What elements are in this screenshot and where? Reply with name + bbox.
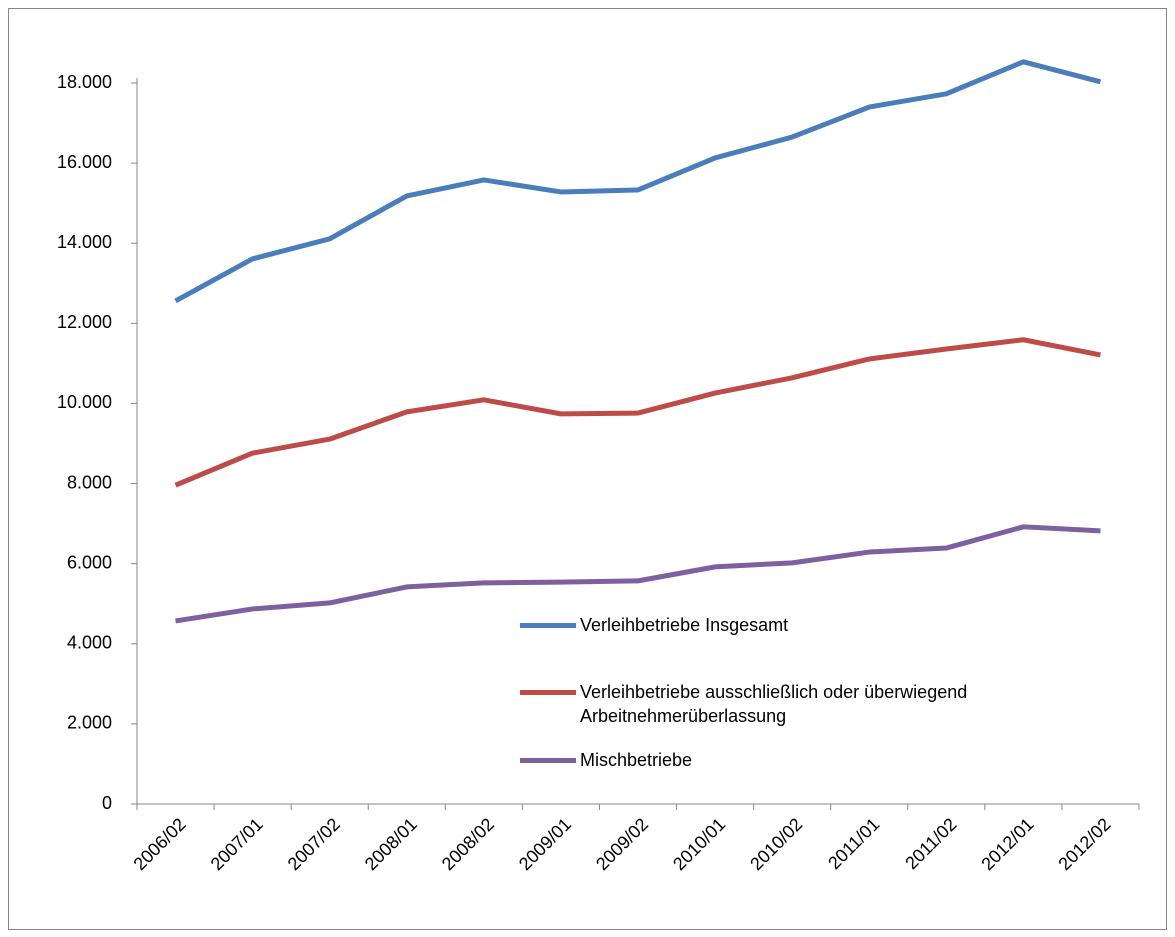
legend-item: Verleihbetriebe ausschließlich oder über… bbox=[520, 680, 1120, 728]
y-tick-label: 16.000 bbox=[57, 152, 112, 172]
y-tick-label: 8.000 bbox=[67, 472, 112, 492]
x-tick-label: 2009/02 bbox=[592, 814, 652, 874]
y-tick-label: 14.000 bbox=[57, 232, 112, 252]
y-tick-label: 2.000 bbox=[67, 713, 112, 733]
legend-label: Mischbetriebe bbox=[580, 750, 693, 770]
legend-swatch bbox=[520, 623, 576, 628]
line-series bbox=[174, 337, 1101, 488]
y-tick-label: 10.000 bbox=[57, 392, 112, 412]
chart-border bbox=[8, 8, 1167, 930]
y-tick-label: 18.000 bbox=[57, 72, 112, 92]
x-tick-label: 2012/01 bbox=[977, 814, 1037, 874]
y-tick-label: 12.000 bbox=[57, 312, 112, 332]
x-tick-label: 2011/02 bbox=[901, 814, 960, 873]
x-tick-label: 2007/01 bbox=[207, 814, 267, 874]
line-series bbox=[175, 524, 1101, 624]
legend-item: Verleihbetriebe Insgesamt bbox=[520, 613, 1120, 637]
x-tick-label: 2010/02 bbox=[746, 814, 806, 874]
x-tick-label: 2008/01 bbox=[361, 814, 421, 874]
x-tick-label: 2006/02 bbox=[130, 814, 190, 874]
legend-swatch bbox=[520, 758, 576, 763]
x-tick-label: 2011/01 bbox=[824, 814, 883, 873]
y-tick-label: 0 bbox=[102, 793, 112, 813]
y-tick-label: 6.000 bbox=[67, 552, 112, 572]
x-tick-label: 2010/01 bbox=[669, 814, 729, 874]
x-tick-label: 2012/02 bbox=[1054, 814, 1114, 874]
legend-item: Mischbetriebe bbox=[520, 748, 1120, 772]
legend-swatch bbox=[520, 690, 576, 695]
legend-label: Verleihbetriebe ausschließlich oder über… bbox=[580, 682, 968, 726]
y-tick-label: 4.000 bbox=[67, 633, 112, 653]
x-tick-label: 2008/02 bbox=[438, 814, 498, 874]
x-tick-label: 2009/01 bbox=[515, 814, 575, 874]
x-tick-label: 2007/02 bbox=[284, 814, 344, 874]
line-series bbox=[174, 59, 1102, 304]
legend-label: Verleihbetriebe Insgesamt bbox=[580, 615, 789, 635]
